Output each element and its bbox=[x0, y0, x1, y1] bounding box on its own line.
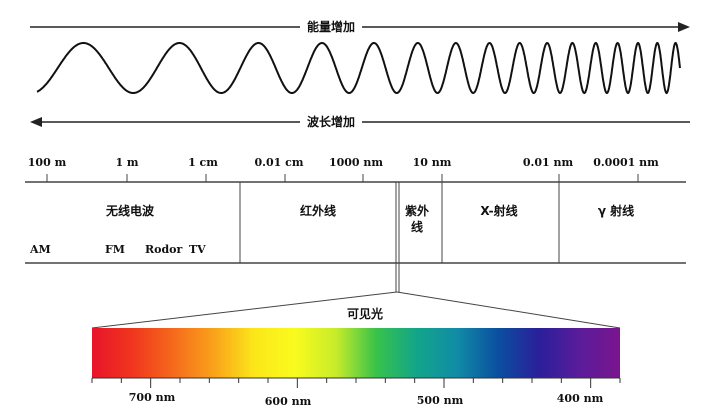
arrow-left-icon bbox=[30, 117, 42, 127]
scale-tick-label: 1 cm bbox=[188, 156, 218, 169]
scale-tick-label: 0.01 nm bbox=[523, 156, 574, 169]
visible-tick-600: 600 nm bbox=[265, 395, 312, 408]
visible-light-section: 可见光 700 nm 600 nm 500 nm 400 nm bbox=[91, 291, 621, 408]
energy-increase-arrow: 能量增加 bbox=[30, 19, 690, 34]
band-fm: FM bbox=[105, 243, 125, 256]
visible-tick-700: 700 nm bbox=[129, 391, 176, 404]
region-xray: X-射线 bbox=[480, 203, 517, 218]
region-radio: 无线电波 bbox=[105, 203, 155, 218]
arrow-right-icon bbox=[678, 22, 690, 32]
visible-light-label: 可见光 bbox=[347, 306, 383, 321]
region-gamma: γ 射线 bbox=[598, 203, 634, 218]
region-ultraviolet-2: 线 bbox=[411, 219, 423, 234]
visible-zoom-line-right bbox=[396, 291, 621, 329]
scale-tick-label: 1000 nm bbox=[329, 156, 383, 169]
band-tv: TV bbox=[189, 243, 206, 256]
scale-tick-label: 0.0001 nm bbox=[593, 156, 659, 169]
wave-curve bbox=[36, 41, 681, 95]
wavelength-increase-arrow: 波长增加 bbox=[30, 114, 690, 129]
band-am: AM bbox=[29, 243, 51, 256]
band-radar: Rodor bbox=[145, 243, 183, 256]
region-ultraviolet-1: 紫外 bbox=[405, 203, 429, 218]
visible-spectrum-bar bbox=[92, 328, 620, 378]
energy-increase-label: 能量增加 bbox=[307, 19, 355, 34]
visible-zoom-line-left bbox=[91, 291, 398, 329]
visible-tick-400: 400 nm bbox=[557, 392, 604, 405]
wavelength-scale: 100 m 1 m 1 cm 0.01 cm 1000 nm 10 nm 0.01 nm 0.… bbox=[25, 156, 686, 292]
scale-tick-label: 10 nm bbox=[413, 156, 452, 169]
scale-tick-label: 0.01 cm bbox=[255, 156, 304, 169]
scale-tick-label: 1 m bbox=[115, 156, 138, 169]
region-infrared: 红外线 bbox=[300, 203, 336, 218]
wavelength-increase-label: 波长增加 bbox=[307, 114, 355, 129]
visible-tick-500: 500 nm bbox=[417, 394, 464, 407]
scale-tick-label: 100 m bbox=[28, 156, 67, 169]
